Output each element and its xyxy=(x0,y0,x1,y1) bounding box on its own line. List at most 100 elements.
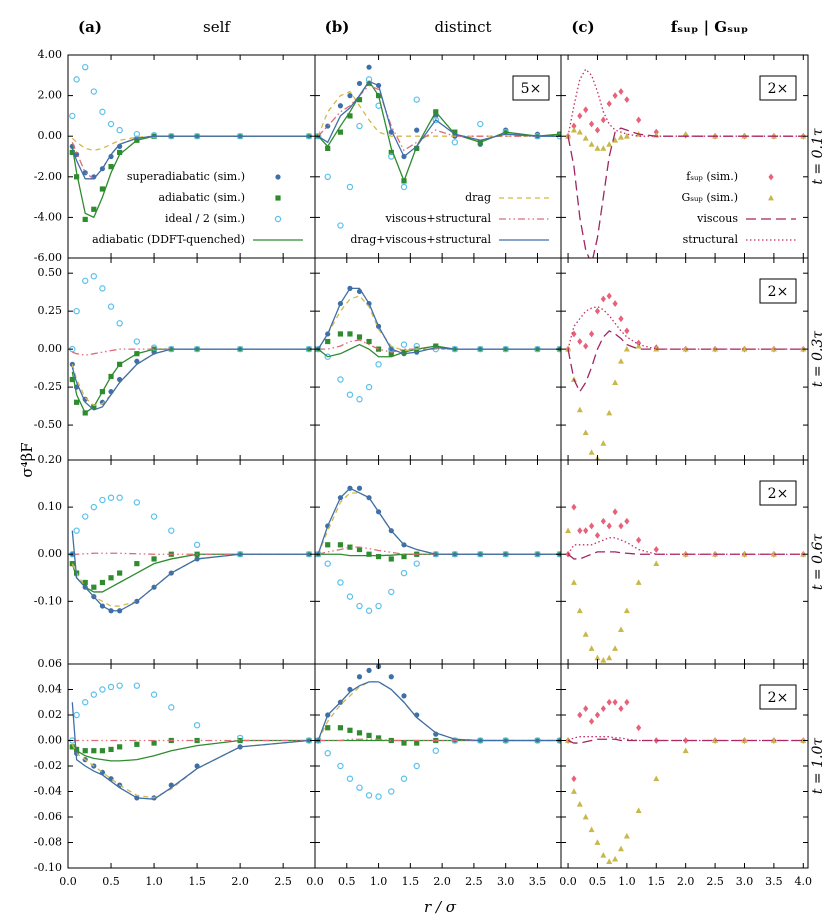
point xyxy=(73,711,80,719)
series-line xyxy=(317,84,560,152)
y-tick-label: 0.20 xyxy=(38,453,63,466)
point xyxy=(624,698,630,706)
point xyxy=(337,103,344,109)
point xyxy=(151,740,157,746)
point xyxy=(337,725,344,731)
point xyxy=(636,116,642,124)
x-tick-label: 0.5 xyxy=(338,875,356,888)
point xyxy=(347,331,353,337)
point xyxy=(570,126,577,133)
point xyxy=(274,215,282,223)
point xyxy=(69,112,76,120)
point xyxy=(636,724,642,732)
point xyxy=(451,139,459,146)
point xyxy=(117,744,123,750)
y-tick-label: -0.08 xyxy=(34,836,62,849)
point xyxy=(741,345,748,352)
point xyxy=(74,399,80,405)
point xyxy=(768,194,774,201)
point xyxy=(588,330,595,338)
point xyxy=(401,693,407,699)
point xyxy=(116,320,123,327)
point xyxy=(452,129,458,135)
point xyxy=(477,120,484,128)
panel-label: (b) xyxy=(325,18,350,36)
time-label: t = 0.3τ xyxy=(810,331,826,388)
point xyxy=(617,134,624,140)
point xyxy=(117,149,123,156)
point xyxy=(600,517,606,525)
point xyxy=(577,112,583,120)
point xyxy=(275,174,281,180)
series-line xyxy=(71,739,309,762)
point xyxy=(325,338,331,345)
point xyxy=(356,674,363,680)
point xyxy=(401,553,407,560)
series-line xyxy=(71,348,309,411)
series-line xyxy=(71,135,309,152)
point xyxy=(388,556,394,562)
magnification: 2× xyxy=(768,690,789,706)
point xyxy=(99,496,106,504)
point xyxy=(571,122,577,130)
y-tick-label: 0.02 xyxy=(38,708,63,721)
point xyxy=(623,607,630,614)
series-line xyxy=(567,537,804,555)
x-tick-label: 2.5 xyxy=(465,875,483,888)
point xyxy=(577,338,583,345)
magnification-box xyxy=(759,75,797,101)
y-tick-label: 0.10 xyxy=(38,500,63,513)
point xyxy=(356,97,363,103)
series-line xyxy=(72,348,309,356)
point xyxy=(588,645,595,651)
point xyxy=(600,705,606,713)
y-tick-label: -0.25 xyxy=(34,380,62,393)
point xyxy=(150,131,158,139)
point xyxy=(565,527,572,534)
point xyxy=(324,750,331,757)
point xyxy=(653,775,660,782)
point xyxy=(600,657,607,663)
panel xyxy=(69,63,313,223)
point xyxy=(606,698,612,706)
series-line xyxy=(317,287,560,355)
legend-label: Gₛᵤₚ (sim.) xyxy=(682,191,738,204)
series-line xyxy=(71,348,309,414)
x-tick-label: 3.5 xyxy=(765,875,783,888)
panel xyxy=(565,68,807,258)
point xyxy=(600,116,606,124)
point xyxy=(73,527,80,534)
column-title: distinct xyxy=(434,18,491,36)
point xyxy=(325,145,331,151)
x-tick-label: 0.0 xyxy=(59,875,77,888)
x-tick-label: 0.5 xyxy=(589,875,607,888)
y-tick-label: 2.00 xyxy=(38,89,63,102)
y-tick-label: -2.00 xyxy=(34,170,62,183)
point xyxy=(150,513,158,520)
point xyxy=(375,735,382,741)
point xyxy=(606,409,613,416)
y-tick-label: 0.25 xyxy=(38,304,63,317)
column-title: fₛᵤₚ | Gₛᵤₚ xyxy=(671,18,749,36)
point xyxy=(356,396,363,403)
series-line xyxy=(71,135,309,180)
panel xyxy=(69,273,313,416)
point xyxy=(347,113,353,119)
point xyxy=(582,429,589,436)
point xyxy=(571,330,577,338)
panel-frame xyxy=(314,459,562,665)
legend-label: ideal / 2 (sim.) xyxy=(165,212,245,225)
point xyxy=(73,307,80,315)
time-label: t = 0.1τ xyxy=(810,128,826,185)
point xyxy=(356,546,363,553)
point xyxy=(612,508,618,516)
point xyxy=(606,654,613,661)
x-tick-label: 2.5 xyxy=(274,875,292,888)
point xyxy=(324,560,331,567)
panel xyxy=(565,503,807,663)
point xyxy=(366,64,372,70)
point xyxy=(388,588,395,596)
point xyxy=(624,327,630,335)
x-tick-label: 0.0 xyxy=(306,875,324,888)
point xyxy=(588,717,595,725)
